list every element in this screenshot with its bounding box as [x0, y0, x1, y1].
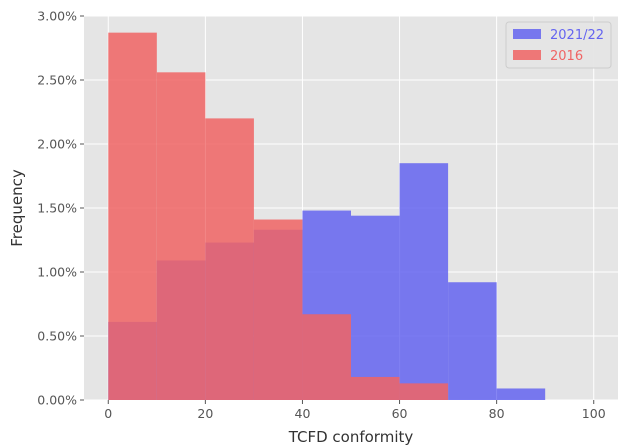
y-tick-label-2: 1.00%	[37, 265, 77, 280]
bar-series-0-bin-7	[448, 282, 497, 400]
x-tick-label-0: 0	[104, 406, 112, 421]
bar-series-0-bin-5	[351, 215, 400, 400]
x-tick-label-1: 20	[197, 406, 213, 421]
x-tick-label-5: 100	[582, 406, 606, 421]
y-axis-ticks: 0.00% 0.50% 1.00% 1.50% 2.00% 2.50% 3.00%	[37, 9, 84, 408]
bar-series-1-bin-4	[302, 314, 351, 400]
x-tick-label-3: 60	[392, 406, 408, 421]
legend: 2021/22 2016	[505, 21, 612, 69]
bar-series-1-bin-1	[156, 72, 206, 400]
bar-series-1-bin-0	[108, 32, 157, 400]
y-tick-label-0: 0.00%	[37, 393, 77, 408]
bars-series-2016	[108, 32, 449, 401]
bar-series-1-bin-2	[205, 118, 254, 401]
bar-series-1-bin-5	[351, 376, 400, 400]
y-tick-label-4: 2.00%	[37, 137, 77, 152]
legend-label-2021-22: 2021/22	[550, 28, 604, 43]
y-tick-label-1: 0.50%	[37, 329, 77, 344]
x-tick-label-2: 40	[295, 406, 311, 421]
y-tick-label-3: 1.50%	[37, 201, 77, 216]
y-axis-label: Frequency	[8, 169, 26, 247]
bar-series-0-bin-8	[496, 388, 546, 400]
bar-series-1-bin-6	[399, 383, 449, 400]
x-axis-label: TCFD conformity	[288, 428, 414, 446]
legend-label-2016: 2016	[550, 49, 583, 64]
y-tick-label-5: 2.50%	[37, 73, 77, 88]
y-tick-label-6: 3.00%	[37, 9, 77, 24]
bar-series-1-bin-3	[253, 219, 303, 400]
legend-swatch-2016	[513, 50, 541, 60]
x-tick-label-4: 80	[489, 406, 505, 421]
legend-swatch-2021-22	[513, 29, 541, 39]
x-axis-ticks: 0 20 40 60 80 100	[104, 400, 606, 421]
bar-series-0-bin-6	[399, 163, 449, 400]
